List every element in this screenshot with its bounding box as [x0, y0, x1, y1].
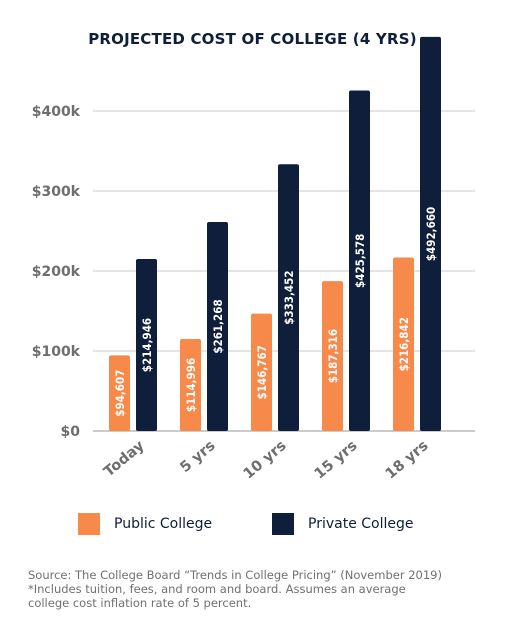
- bar-private: [420, 36, 441, 431]
- y-tick-label: $0: [61, 424, 81, 440]
- legend-label-private: Private College: [308, 516, 414, 532]
- bar-value-label: $492,660: [424, 207, 438, 261]
- y-tick-label: $300k: [32, 184, 81, 200]
- legend-swatch-private: [272, 513, 294, 535]
- footnote-note-line-1: *Includes tuition, fees, and room and bo…: [28, 582, 406, 596]
- y-tick-label: $200k: [32, 264, 81, 280]
- bar-value-label: $214,946: [140, 318, 154, 372]
- bar-public: [322, 281, 343, 431]
- bar-public: [109, 355, 130, 431]
- chart-title: PROJECTED COST OF COLLEGE (4 YRS): [88, 30, 417, 48]
- bar-private: [278, 164, 299, 431]
- x-tick-label: 10 yrs: [241, 438, 290, 483]
- bar-public: [251, 313, 272, 431]
- bar-private: [136, 259, 157, 431]
- legend-label-public: Public College: [114, 516, 213, 532]
- bar-value-label: $261,268: [211, 299, 225, 353]
- bar-private: [349, 90, 370, 431]
- bar-value-label: $333,452: [282, 270, 296, 324]
- footnote: Source: The College Board “Trends in Col…: [28, 568, 498, 610]
- bar-value-label: $114,996: [184, 358, 198, 412]
- footnote-source: Source: The College Board “Trends in Col…: [28, 568, 442, 582]
- legend-item-public: Public College: [78, 513, 212, 535]
- legend-item-private: Private College: [272, 513, 414, 535]
- x-tick-label: Today: [101, 437, 148, 480]
- bar-value-label: $425,578: [353, 234, 367, 288]
- bar-value-label: $216,842: [397, 317, 411, 371]
- x-tick-label: 15 yrs: [312, 438, 361, 483]
- legend-swatch-public: [78, 513, 100, 535]
- x-tick-label: 18 yrs: [383, 438, 432, 483]
- x-tick-label: 5 yrs: [177, 438, 218, 476]
- bar-public: [393, 257, 414, 431]
- bar-value-label: $146,767: [255, 345, 269, 399]
- bar-value-label: $187,316: [326, 329, 340, 383]
- footnote-note-line-2: college cost inflation rate of 5 percent…: [28, 596, 252, 610]
- bar-public: [180, 339, 201, 431]
- y-tick-label: $400k: [32, 104, 81, 120]
- bar-value-label: $94,607: [113, 370, 127, 417]
- bar-private: [207, 221, 228, 431]
- y-tick-label: $100k: [32, 344, 81, 360]
